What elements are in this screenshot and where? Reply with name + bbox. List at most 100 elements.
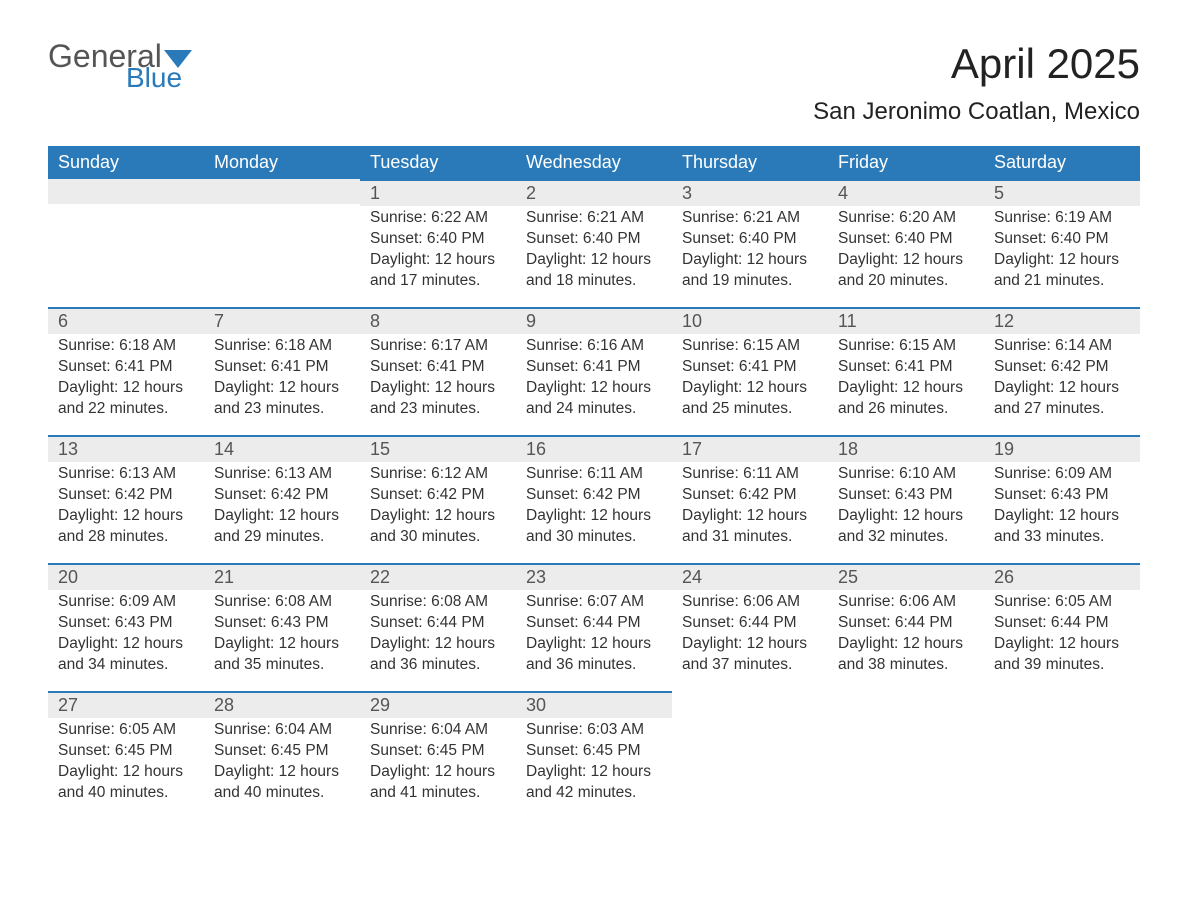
- day-number: 4: [828, 181, 984, 206]
- daylight-label: Daylight:: [994, 507, 1059, 524]
- sunrise: Sunrise: 6:06 AM: [838, 592, 974, 613]
- calendar-empty-cell: [48, 179, 204, 307]
- daylight-label: Daylight:: [370, 635, 435, 652]
- sunset: Sunset: 6:43 PM: [994, 485, 1130, 506]
- sunset: Sunset: 6:42 PM: [58, 485, 194, 506]
- calendar-day-cell: 14Sunrise: 6:13 AMSunset: 6:42 PMDayligh…: [204, 435, 360, 563]
- day-number: 7: [204, 309, 360, 334]
- sunset-value: 6:45 PM: [115, 742, 173, 759]
- calendar-day-cell: 9Sunrise: 6:16 AMSunset: 6:41 PMDaylight…: [516, 307, 672, 435]
- day-details: Sunrise: 6:04 AMSunset: 6:45 PMDaylight:…: [360, 718, 516, 812]
- daylight-label: Daylight:: [838, 507, 903, 524]
- sunrise-value: 6:12 AM: [431, 465, 488, 482]
- sunrise: Sunrise: 6:15 AM: [838, 336, 974, 357]
- calendar-day-cell: 16Sunrise: 6:11 AMSunset: 6:42 PMDayligh…: [516, 435, 672, 563]
- sunset-value: 6:43 PM: [115, 614, 173, 631]
- sunset-value: 6:40 PM: [739, 230, 797, 247]
- sunrise: Sunrise: 6:05 AM: [58, 720, 194, 741]
- daylight: Daylight: 12 hours and 36 minutes.: [526, 634, 662, 676]
- sunset-label: Sunset:: [994, 614, 1051, 631]
- sunrise-value: 6:08 AM: [431, 593, 488, 610]
- daylight: Daylight: 12 hours and 42 minutes.: [526, 762, 662, 804]
- sunrise-value: 6:07 AM: [587, 593, 644, 610]
- sunrise: Sunrise: 6:15 AM: [682, 336, 818, 357]
- day-details: Sunrise: 6:05 AMSunset: 6:45 PMDaylight:…: [48, 718, 204, 812]
- day-number: 11: [828, 309, 984, 334]
- calendar-day-cell: 23Sunrise: 6:07 AMSunset: 6:44 PMDayligh…: [516, 563, 672, 691]
- sunset-value: 6:42 PM: [427, 486, 485, 503]
- day-number: 27: [48, 693, 204, 718]
- sunrise-label: Sunrise:: [370, 593, 431, 610]
- calendar-day-cell: 6Sunrise: 6:18 AMSunset: 6:41 PMDaylight…: [48, 307, 204, 435]
- calendar-day-cell: 28Sunrise: 6:04 AMSunset: 6:45 PMDayligh…: [204, 691, 360, 819]
- daylight: Daylight: 12 hours and 35 minutes.: [214, 634, 350, 676]
- sunrise-value: 6:08 AM: [275, 593, 332, 610]
- calendar-day-cell: 25Sunrise: 6:06 AMSunset: 6:44 PMDayligh…: [828, 563, 984, 691]
- sunrise: Sunrise: 6:22 AM: [370, 208, 506, 229]
- daylight-label: Daylight:: [370, 251, 435, 268]
- calendar-week: 6Sunrise: 6:18 AMSunset: 6:41 PMDaylight…: [48, 307, 1140, 435]
- calendar-day-cell: 15Sunrise: 6:12 AMSunset: 6:42 PMDayligh…: [360, 435, 516, 563]
- sunrise-label: Sunrise:: [58, 721, 119, 738]
- logo-word-blue: Blue: [126, 64, 182, 92]
- day-details: Sunrise: 6:18 AMSunset: 6:41 PMDaylight:…: [48, 334, 204, 428]
- sunrise-value: 6:11 AM: [743, 465, 799, 482]
- day-number: 24: [672, 565, 828, 590]
- calendar-table: SundayMondayTuesdayWednesdayThursdayFrid…: [48, 146, 1140, 819]
- daylight-label: Daylight:: [370, 507, 435, 524]
- sunrise: Sunrise: 6:13 AM: [214, 464, 350, 485]
- sunset: Sunset: 6:44 PM: [526, 613, 662, 634]
- sunset-label: Sunset:: [682, 230, 739, 247]
- calendar-day-cell: 21Sunrise: 6:08 AMSunset: 6:43 PMDayligh…: [204, 563, 360, 691]
- calendar-day-cell: 13Sunrise: 6:13 AMSunset: 6:42 PMDayligh…: [48, 435, 204, 563]
- sunset-value: 6:42 PM: [115, 486, 173, 503]
- daylight-label: Daylight:: [526, 251, 591, 268]
- calendar-day-cell: 19Sunrise: 6:09 AMSunset: 6:43 PMDayligh…: [984, 435, 1140, 563]
- daylight: Daylight: 12 hours and 26 minutes.: [838, 378, 974, 420]
- calendar-body: 1Sunrise: 6:22 AMSunset: 6:40 PMDaylight…: [48, 179, 1140, 819]
- sunset-label: Sunset:: [838, 358, 895, 375]
- day-number: 10: [672, 309, 828, 334]
- sunrise-label: Sunrise:: [994, 593, 1055, 610]
- sunset-value: 6:40 PM: [895, 230, 953, 247]
- sunset-label: Sunset:: [370, 614, 427, 631]
- weekday-header: Thursday: [672, 146, 828, 179]
- sunset-label: Sunset:: [370, 358, 427, 375]
- day-number: 28: [204, 693, 360, 718]
- sunset-label: Sunset:: [526, 486, 583, 503]
- sunset: Sunset: 6:41 PM: [838, 357, 974, 378]
- sunset: Sunset: 6:45 PM: [214, 741, 350, 762]
- daylight: Daylight: 12 hours and 31 minutes.: [682, 506, 818, 548]
- sunset-label: Sunset:: [994, 486, 1051, 503]
- sunset: Sunset: 6:45 PM: [58, 741, 194, 762]
- sunset-label: Sunset:: [838, 614, 895, 631]
- sunrise-value: 6:04 AM: [431, 721, 488, 738]
- day-number: 8: [360, 309, 516, 334]
- sunrise-value: 6:16 AM: [587, 337, 644, 354]
- day-number: 12: [984, 309, 1140, 334]
- day-details: Sunrise: 6:03 AMSunset: 6:45 PMDaylight:…: [516, 718, 672, 812]
- sunrise-label: Sunrise:: [838, 337, 899, 354]
- sunrise-value: 6:13 AM: [275, 465, 332, 482]
- sunrise: Sunrise: 6:14 AM: [994, 336, 1130, 357]
- sunset: Sunset: 6:41 PM: [526, 357, 662, 378]
- sunset: Sunset: 6:42 PM: [214, 485, 350, 506]
- day-details: Sunrise: 6:15 AMSunset: 6:41 PMDaylight:…: [672, 334, 828, 428]
- sunset-value: 6:44 PM: [427, 614, 485, 631]
- sunset: Sunset: 6:42 PM: [526, 485, 662, 506]
- sunset-value: 6:44 PM: [739, 614, 797, 631]
- day-number: 26: [984, 565, 1140, 590]
- header: General Blue April 2025 San Jeronimo Coa…: [48, 40, 1140, 126]
- sunset-value: 6:40 PM: [427, 230, 485, 247]
- sunset-label: Sunset:: [214, 742, 271, 759]
- sunset: Sunset: 6:44 PM: [370, 613, 506, 634]
- daylight: Daylight: 12 hours and 19 minutes.: [682, 250, 818, 292]
- sunrise: Sunrise: 6:06 AM: [682, 592, 818, 613]
- sunset: Sunset: 6:43 PM: [58, 613, 194, 634]
- day-details: Sunrise: 6:17 AMSunset: 6:41 PMDaylight:…: [360, 334, 516, 428]
- sunset: Sunset: 6:45 PM: [370, 741, 506, 762]
- sunset: Sunset: 6:41 PM: [58, 357, 194, 378]
- calendar-week: 20Sunrise: 6:09 AMSunset: 6:43 PMDayligh…: [48, 563, 1140, 691]
- sunset: Sunset: 6:43 PM: [214, 613, 350, 634]
- sunrise: Sunrise: 6:09 AM: [58, 592, 194, 613]
